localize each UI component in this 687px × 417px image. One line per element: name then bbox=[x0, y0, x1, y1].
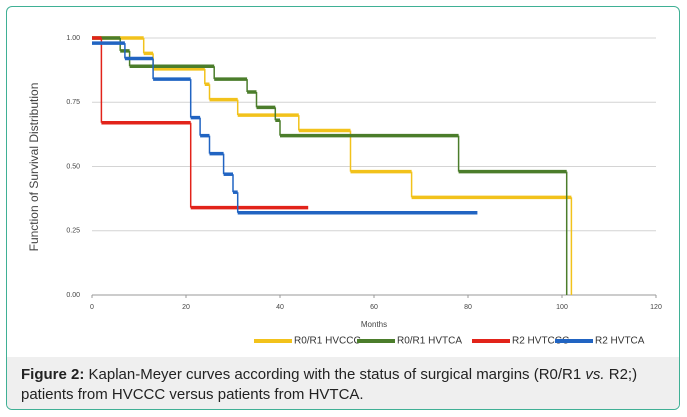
y-tick-label: 1.00 bbox=[66, 35, 80, 42]
y-tick-label: 0.50 bbox=[66, 163, 80, 170]
legend-label: R2 HVTCA bbox=[595, 336, 645, 347]
caption: Figure 2: Kaplan-Meyer curves according … bbox=[7, 357, 679, 409]
legend-label: R0/R1 HVCCC bbox=[294, 336, 361, 347]
caption-text: Kaplan-Meyer curves according with the s… bbox=[84, 366, 586, 383]
y-tick-label: 0.75 bbox=[66, 99, 80, 106]
y-axis-label: Function of Survival Distribution bbox=[27, 83, 41, 252]
x-tick-label: 60 bbox=[370, 304, 378, 311]
x-tick-label: 40 bbox=[276, 304, 284, 311]
x-tick-label: 20 bbox=[182, 304, 190, 311]
y-tick-label: 0.00 bbox=[66, 292, 80, 299]
x-tick-label: 120 bbox=[650, 304, 662, 311]
caption-label: Figure 2: bbox=[21, 366, 85, 383]
x-tick-label: 100 bbox=[556, 304, 568, 311]
y-tick-label: 0.25 bbox=[66, 228, 80, 235]
x-tick-label: 80 bbox=[464, 304, 472, 311]
figure: Function of Survival Distribution Months… bbox=[6, 6, 680, 410]
legend-label: R2 HVTCCC bbox=[512, 336, 569, 347]
x-tick-label: 0 bbox=[90, 304, 94, 311]
chart: Function of Survival Distribution Months… bbox=[27, 35, 662, 347]
caption-italic: vs. bbox=[585, 366, 605, 383]
caption-text: R2;) patients from HVCCC versus patients… bbox=[21, 366, 638, 403]
legend-label: R0/R1 HVTCA bbox=[397, 336, 462, 347]
x-axis-label: Months bbox=[361, 320, 387, 329]
